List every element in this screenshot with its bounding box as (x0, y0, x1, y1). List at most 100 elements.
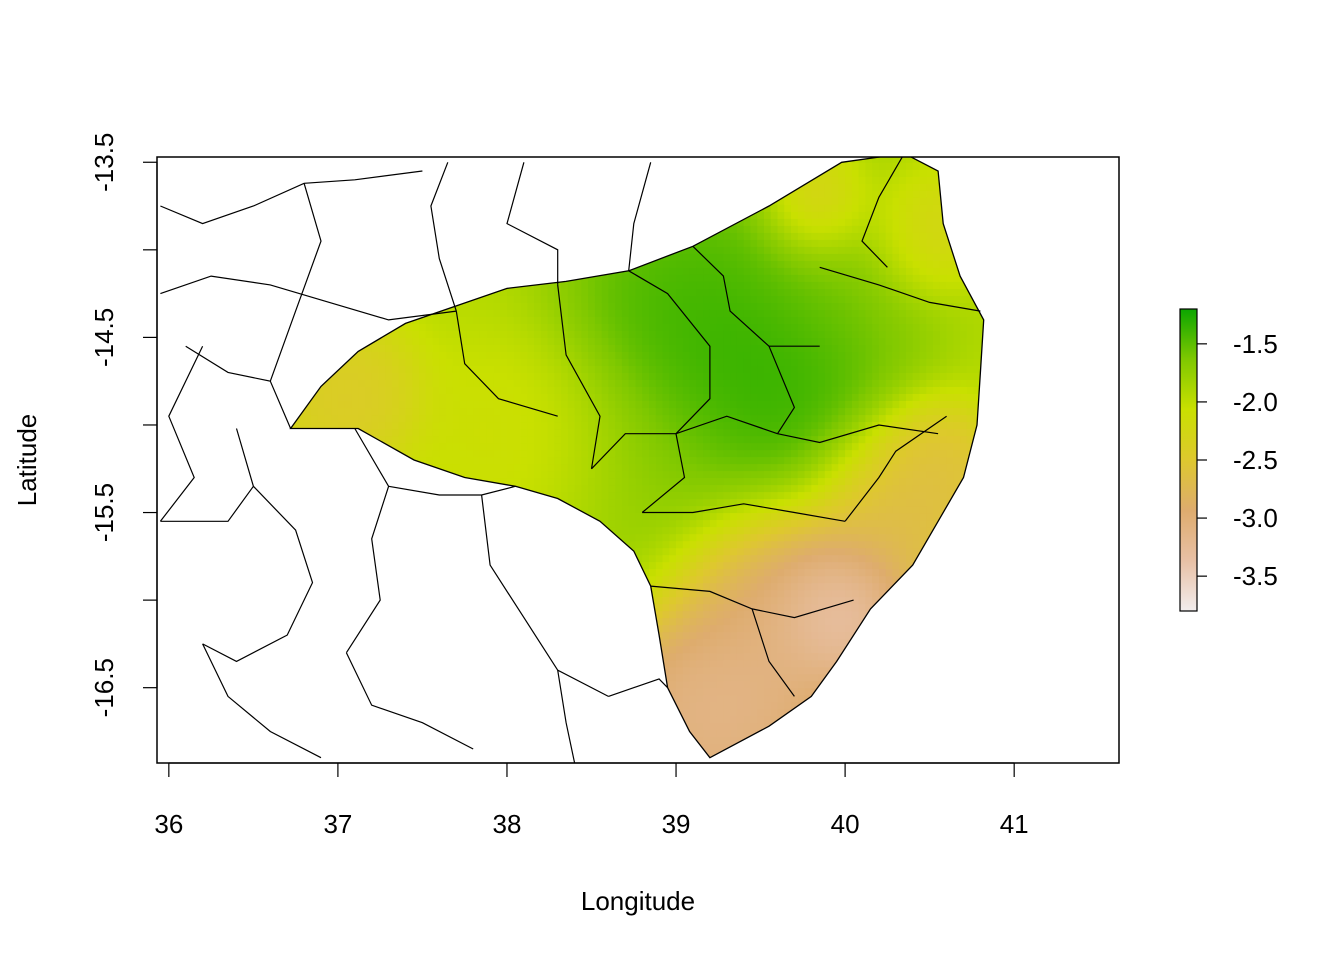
raster-cell (655, 372, 664, 380)
raster-cell (310, 267, 319, 275)
raster-cell (479, 232, 488, 240)
raster-cell (378, 197, 386, 205)
raster-cell (642, 603, 650, 612)
raster-cell (486, 659, 495, 668)
raster-cell (513, 715, 522, 724)
raster-cell (527, 715, 535, 724)
raster-cell (493, 225, 501, 233)
raster-cell (371, 743, 380, 752)
raster-cell (561, 386, 569, 394)
raster-cell (649, 743, 657, 752)
raster-cell (500, 701, 508, 710)
raster-cell (479, 610, 488, 619)
raster-cell (608, 197, 616, 205)
raster-cell (419, 295, 427, 303)
raster-cell (669, 267, 677, 275)
raster-cell (331, 204, 339, 212)
raster-cell (419, 386, 427, 394)
raster-cell (594, 407, 603, 416)
raster-cell (567, 344, 576, 352)
raster-cell (588, 197, 596, 205)
raster-cell (371, 589, 380, 598)
raster-cell (317, 309, 325, 317)
raster-cell (621, 463, 630, 472)
raster-cell (588, 519, 596, 528)
raster-cell (365, 554, 373, 563)
raster-cell (324, 645, 332, 654)
raster-cell (527, 638, 535, 647)
raster-cell (392, 295, 400, 303)
raster-cell (398, 624, 407, 633)
raster-cell (601, 547, 610, 556)
raster-cell (513, 533, 522, 542)
raster-cell (419, 617, 427, 626)
raster-cell (439, 533, 447, 542)
raster-cell (513, 274, 522, 282)
raster-cell (371, 715, 380, 724)
raster-cell (527, 211, 535, 219)
raster-cell (351, 183, 359, 191)
raster-cell (479, 652, 488, 661)
raster-cell (649, 456, 657, 465)
raster-cell (371, 645, 380, 654)
raster-cell (520, 351, 528, 359)
raster-cell (594, 484, 603, 493)
raster-cell (479, 309, 488, 317)
raster-cell (446, 421, 454, 430)
raster-cell (534, 547, 542, 556)
raster-cell (500, 239, 508, 247)
raster-cell (317, 652, 325, 661)
raster-cell (371, 288, 380, 296)
raster-cell (378, 372, 386, 380)
raster-cell (479, 722, 488, 731)
raster-cell (297, 582, 305, 591)
raster-cell (398, 393, 407, 401)
raster-cell (615, 498, 623, 507)
raster-cell (581, 491, 589, 500)
raster-cell (642, 190, 650, 198)
raster-cell (337, 442, 346, 451)
raster-cell (351, 267, 359, 275)
raster-cell (317, 463, 325, 472)
raster-cell (290, 428, 298, 437)
raster-cell (554, 638, 562, 647)
raster-cell (608, 547, 616, 556)
raster-cell (588, 498, 596, 507)
raster-cell (567, 722, 576, 731)
raster-cell (608, 624, 616, 633)
raster-cell (635, 491, 643, 500)
raster-cell (621, 533, 630, 542)
raster-cell (642, 687, 650, 696)
raster-cell (290, 687, 298, 696)
raster-cell (479, 743, 488, 752)
raster-cell (534, 379, 542, 387)
raster-cell (561, 610, 569, 619)
raster-cell (547, 449, 555, 458)
raster-cell (324, 176, 332, 184)
raster-cell (662, 393, 670, 401)
raster-cell (439, 617, 447, 626)
raster-cell (581, 582, 589, 591)
raster-cell (385, 547, 393, 556)
raster-cell (385, 512, 393, 521)
raster-cell (486, 505, 495, 514)
raster-cell (500, 407, 508, 416)
raster-cell (561, 302, 569, 310)
raster-cell (385, 330, 393, 338)
raster-cell (540, 708, 549, 717)
raster-cell (459, 428, 467, 437)
raster-cell (406, 148, 413, 156)
raster-cell (493, 540, 501, 549)
raster-cell (405, 722, 413, 731)
raster-cell (479, 267, 488, 275)
raster-cell (439, 428, 447, 437)
raster-cell (297, 330, 305, 338)
raster-cell (304, 330, 312, 338)
raster-cell (405, 498, 413, 507)
raster-cell (676, 547, 684, 556)
raster-cell (554, 148, 561, 156)
raster-cell (392, 603, 400, 612)
raster-cell (615, 708, 623, 717)
raster-cell (297, 491, 305, 500)
raster-cell (676, 673, 684, 682)
